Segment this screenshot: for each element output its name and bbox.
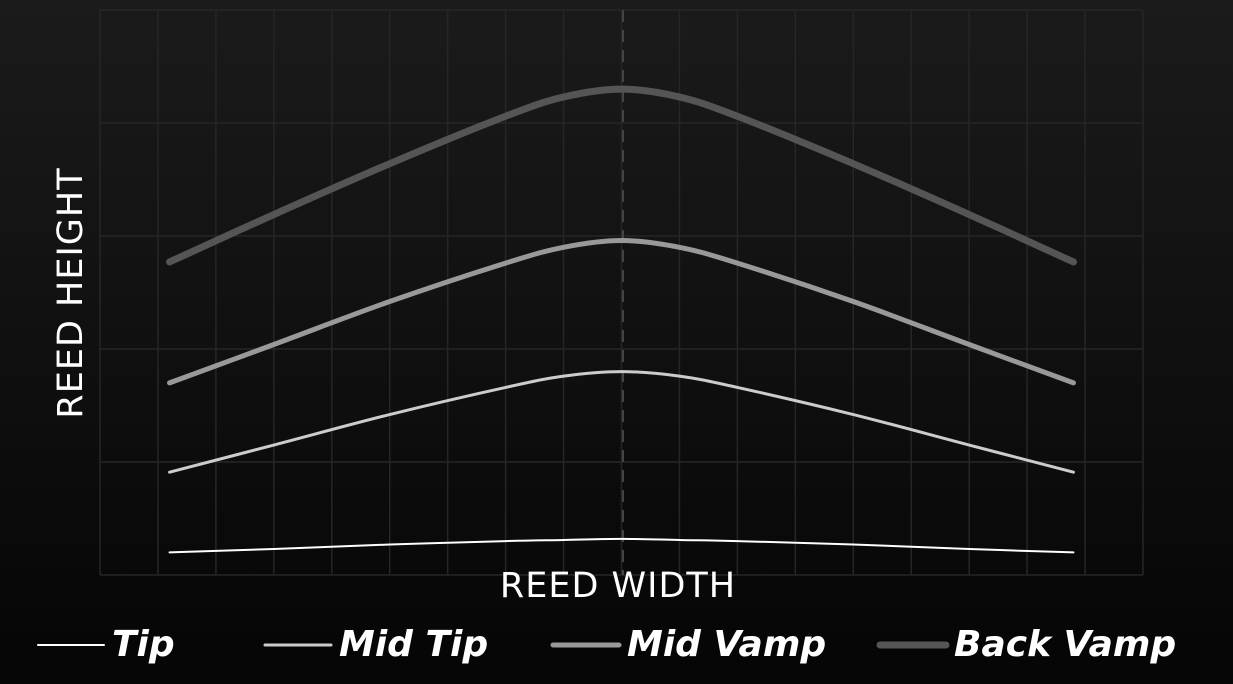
legend-label: Mid Tip [339, 624, 488, 665]
grid [99, 9, 1144, 576]
legend-label: Mid Vamp [627, 624, 826, 665]
legend-label: Tip [112, 624, 175, 665]
legend-label: Back Vamp [954, 624, 1176, 665]
legend: Tip Mid Tip Mid Vamp Back Vamp [37, 624, 1176, 665]
plot [166, 85, 1077, 554]
line-series [166, 85, 1077, 266]
line-series [168, 370, 1075, 474]
y-axis-title: REED HEIGHT [51, 167, 91, 418]
line-series [168, 537, 1075, 554]
x-axis-title: REED WIDTH [500, 566, 736, 606]
line-series [167, 238, 1076, 386]
